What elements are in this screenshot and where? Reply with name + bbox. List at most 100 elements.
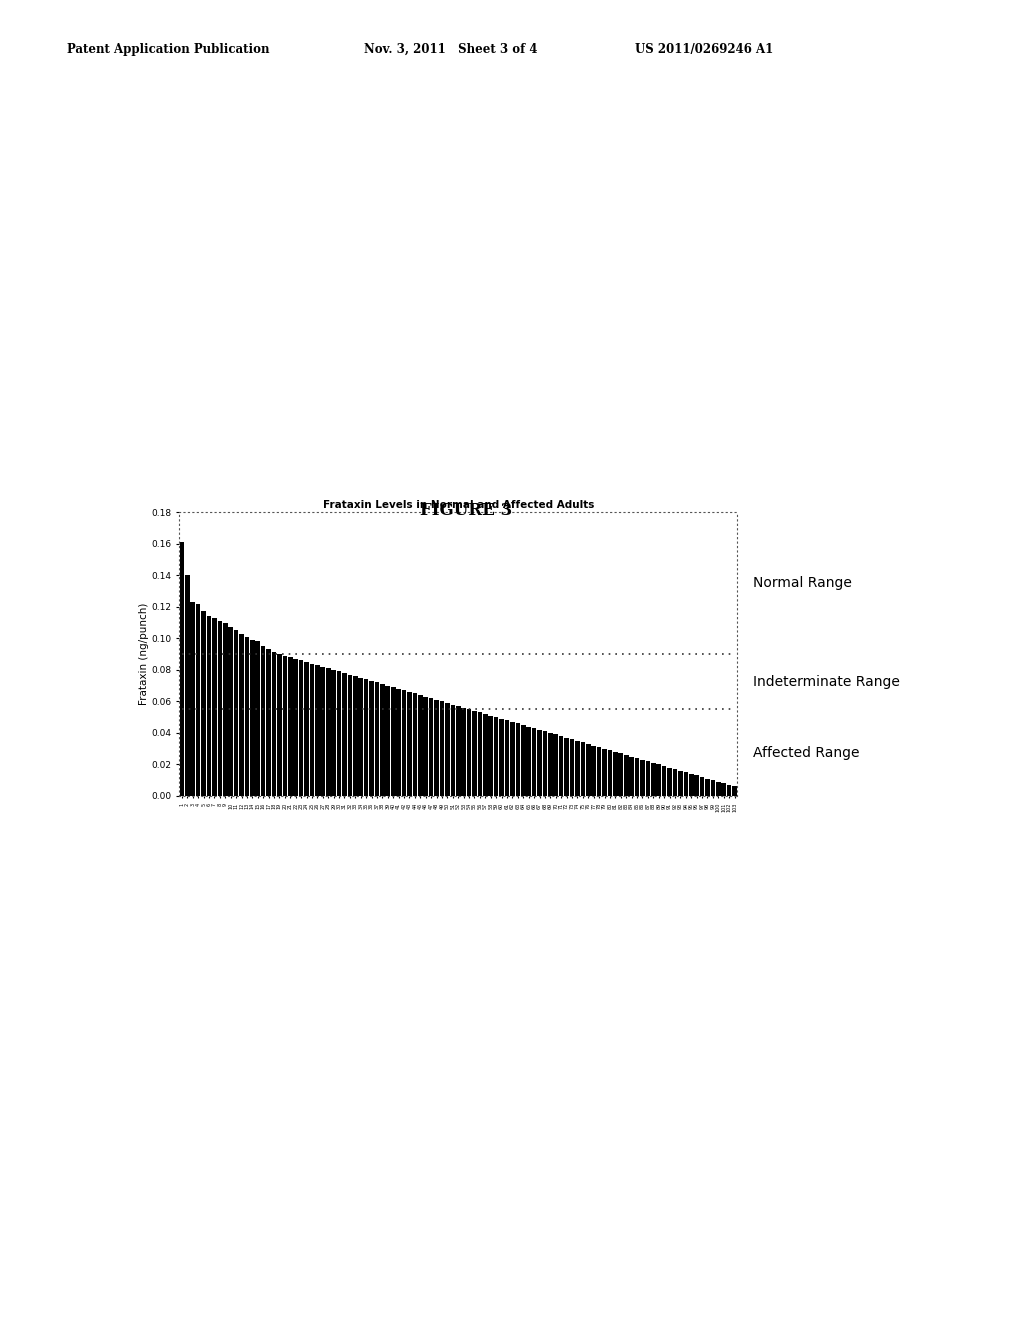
Text: US 2011/0269246 A1: US 2011/0269246 A1 [635, 42, 773, 55]
Bar [364, 680, 369, 796]
Bar [391, 688, 395, 796]
Text: Normal Range: Normal Range [753, 576, 852, 590]
Bar [706, 779, 710, 796]
Bar [278, 653, 282, 796]
Bar [668, 767, 672, 796]
Bar [678, 771, 683, 796]
Bar [553, 734, 558, 796]
Bar [299, 660, 303, 796]
Bar [543, 731, 547, 796]
Bar [683, 772, 688, 796]
Bar [575, 741, 580, 796]
Bar [342, 673, 347, 796]
Bar [526, 726, 531, 796]
Text: Affected Range: Affected Range [753, 746, 859, 759]
Bar [689, 774, 693, 796]
Bar [240, 634, 244, 796]
Bar [694, 775, 699, 796]
Bar [353, 676, 357, 796]
Bar [304, 661, 309, 796]
Bar [662, 766, 667, 796]
Bar [202, 611, 206, 796]
Bar [711, 780, 715, 796]
Bar [408, 692, 412, 796]
Bar [413, 693, 417, 796]
Bar [196, 603, 201, 796]
Bar [630, 756, 634, 796]
Bar [332, 669, 336, 796]
Bar [597, 747, 601, 796]
Bar [233, 631, 239, 796]
Bar [548, 733, 553, 796]
Bar [283, 656, 287, 796]
Bar [212, 618, 217, 796]
Bar [288, 657, 293, 796]
Bar [309, 664, 314, 796]
Bar [472, 710, 477, 796]
Bar [521, 725, 525, 796]
Title: Frataxin Levels in Normal and Affected Adults: Frataxin Levels in Normal and Affected A… [323, 500, 594, 510]
Bar [569, 739, 574, 796]
Bar [271, 652, 276, 796]
Bar [732, 787, 737, 796]
Bar [223, 623, 227, 796]
Bar [179, 543, 184, 796]
Bar [266, 649, 271, 796]
Bar [385, 685, 390, 796]
Bar [722, 783, 726, 796]
Y-axis label: Frataxin (ng/punch): Frataxin (ng/punch) [138, 603, 148, 705]
Bar [375, 682, 379, 796]
Bar [396, 689, 401, 796]
Bar [467, 709, 471, 796]
Bar [347, 675, 352, 796]
Bar [418, 696, 423, 796]
Bar [255, 642, 260, 796]
Bar [380, 684, 385, 796]
Bar [321, 667, 325, 796]
Bar [358, 677, 364, 796]
Bar [250, 640, 255, 796]
Bar [559, 737, 563, 796]
Bar [337, 672, 341, 796]
Bar [185, 576, 189, 796]
Text: Patent Application Publication: Patent Application Publication [67, 42, 269, 55]
Bar [326, 668, 331, 796]
Bar [294, 659, 298, 796]
Bar [635, 758, 639, 796]
Bar [727, 785, 731, 796]
Bar [462, 708, 466, 796]
Bar [538, 730, 542, 796]
Bar [488, 715, 493, 796]
Bar [602, 748, 607, 796]
Bar [456, 706, 461, 796]
Bar [613, 752, 617, 796]
Bar [477, 713, 482, 796]
Bar [245, 636, 249, 796]
Bar [315, 665, 319, 796]
Bar [190, 602, 195, 796]
Bar [586, 744, 591, 796]
Text: Nov. 3, 2011   Sheet 3 of 4: Nov. 3, 2011 Sheet 3 of 4 [364, 42, 537, 55]
Bar [581, 742, 585, 796]
Bar [424, 697, 428, 796]
Bar [439, 701, 444, 796]
Bar [510, 722, 515, 796]
Bar [217, 620, 222, 796]
Bar [445, 704, 450, 796]
Bar [500, 718, 504, 796]
Text: Indeterminate Range: Indeterminate Range [753, 675, 899, 689]
Bar [607, 750, 612, 796]
Bar [505, 721, 509, 796]
Bar [656, 764, 662, 796]
Bar [624, 755, 629, 796]
Bar [592, 746, 596, 796]
Bar [370, 681, 374, 796]
Bar [645, 762, 650, 796]
Bar [228, 627, 233, 796]
Bar [651, 763, 655, 796]
Text: FIGURE 3: FIGURE 3 [420, 502, 512, 519]
Bar [401, 690, 407, 796]
Bar [429, 698, 433, 796]
Bar [699, 777, 705, 796]
Bar [531, 729, 537, 796]
